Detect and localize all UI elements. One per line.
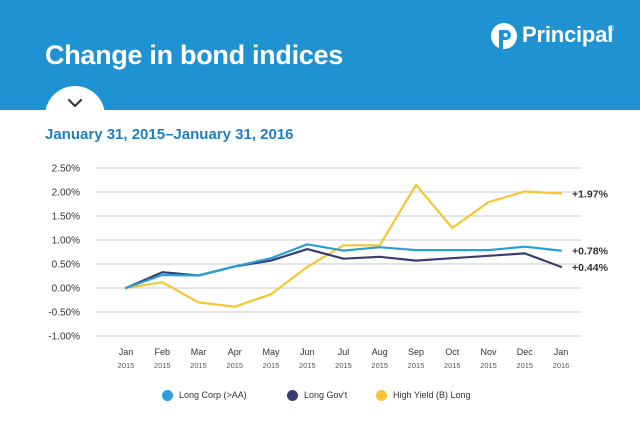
x-tick-label: Feb [154, 347, 170, 357]
grid-lines [96, 167, 582, 337]
x-tick-label: Nov [480, 347, 497, 357]
x-tick-label: Apr [228, 347, 242, 357]
y-tick-label: 1.00% [52, 236, 80, 247]
chevron-down-icon [67, 98, 83, 108]
end-labels: +0.78% +0.44% +1.97% [572, 188, 609, 273]
x-tick-year: 2015 [263, 361, 280, 370]
legend-item: Long Gov't [287, 387, 347, 403]
end-label-0: +0.78% [572, 246, 609, 258]
x-tick-label: Oct [445, 347, 460, 357]
y-tick-label: 2.50% [52, 164, 80, 175]
legend-swatch [376, 389, 387, 401]
y-tick-label: 2.00% [52, 188, 80, 199]
x-tick-label: Dec [517, 347, 534, 357]
legend-swatch [162, 389, 173, 401]
legend-item: High Yield (B) Long [376, 387, 471, 403]
x-axis-ticks: Jan 2015 Feb 2015 Mar 2015 Apr 2015 May 2015 Jun 20… [118, 347, 570, 370]
collapse-tab[interactable] [45, 86, 105, 126]
x-tick-year: 2015 [154, 361, 171, 370]
x-tick-year: 2015 [480, 361, 497, 370]
series-line-0 [124, 243, 563, 290]
x-tick-year: 2016 [553, 361, 570, 370]
brand-name: Principal [522, 22, 614, 47]
legend-swatch [287, 389, 298, 401]
x-tick-year: 2015 [118, 361, 135, 370]
series-lines [124, 183, 563, 308]
x-tick-label: Jun [300, 347, 315, 357]
legend-label: Long Corp (>AA) [179, 390, 247, 400]
x-tick-year: 2015 [226, 361, 243, 370]
end-label-2: +1.97% [572, 188, 609, 200]
x-tick-year: 2015 [516, 361, 533, 370]
x-tick-label: Aug [372, 347, 388, 357]
chart-legend: Long Corp (>AA) Long Gov't High Yield (B) … [0, 387, 640, 407]
x-tick-year: 2015 [408, 361, 425, 370]
x-tick-label: Jul [338, 347, 350, 357]
legend-label: Long Gov't [304, 390, 348, 400]
y-tick-label: 0.00% [52, 284, 80, 295]
y-tick-label: 0.50% [52, 260, 80, 271]
x-tick-year: 2015 [299, 361, 316, 370]
x-tick-label: Mar [191, 347, 207, 357]
series-line-2 [124, 183, 563, 308]
x-tick-year: 2015 [190, 361, 207, 370]
legend-item: Long Corp (>AA) [162, 387, 247, 403]
x-tick-year: 2015 [444, 361, 461, 370]
principal-logo-icon [491, 23, 517, 49]
brand-trademark: ® [608, 24, 614, 33]
date-range: January 31, 2015–January 31, 2016 [45, 126, 294, 143]
y-tick-label: 1.50% [52, 212, 80, 223]
x-tick-label: Jan [554, 347, 569, 357]
page-title: Change in bond indices [45, 40, 343, 70]
x-tick-year: 2015 [371, 361, 388, 370]
x-tick-label: May [262, 347, 280, 357]
legend-label: High Yield (B) Long [393, 390, 471, 400]
y-axis-ticks: 2.50% 2.00% 1.50% 1.00% 0.50% 0.00% -0.50% -1.0… [48, 164, 80, 343]
x-tick-year: 2015 [335, 361, 352, 370]
series-line-1 [124, 248, 563, 290]
header-banner: Change in bond indices Principal ® [0, 0, 640, 110]
y-tick-label: -1.00% [48, 332, 80, 343]
end-label-1: +0.44% [572, 262, 609, 274]
x-tick-label: Jan [119, 347, 134, 357]
x-tick-label: Sep [408, 347, 424, 357]
y-tick-label: -0.50% [48, 308, 80, 319]
